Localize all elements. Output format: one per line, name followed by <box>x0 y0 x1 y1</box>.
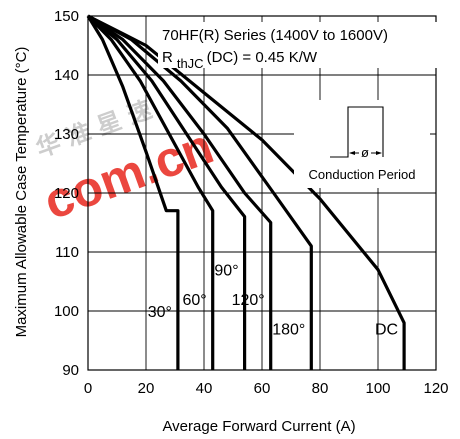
inset-bg <box>294 100 430 188</box>
series-label: 60° <box>182 292 206 309</box>
y-tick-label: 110 <box>55 244 79 261</box>
x-tick-label: 80 <box>312 380 329 397</box>
plot-frame <box>87 15 437 371</box>
y-tick-label: 120 <box>54 185 79 202</box>
x-tick-label: 20 <box>138 380 155 397</box>
x-tick-labels: 0 20 40 60 80 100 120 <box>84 380 449 397</box>
series-label: 30° <box>148 304 172 321</box>
x-axis-title: Average Forward Current (A) <box>162 418 355 435</box>
conduction-inset: ø Conduction Period <box>294 100 430 188</box>
series-lines <box>86 14 406 370</box>
rthjc-value: (DC) = 0.45 K/W <box>207 49 318 66</box>
rthjc-r: R <box>162 49 173 66</box>
x-tick-label: 60 <box>254 380 271 397</box>
series-line <box>86 14 215 370</box>
y-tick-label: 130 <box>54 126 79 143</box>
inset-symbol: ø <box>361 145 369 160</box>
watermark: 华 准 星 速 com.cn <box>32 95 220 230</box>
x-tick-label: 120 <box>423 380 448 397</box>
x-tick-label: 0 <box>84 380 92 397</box>
series-line <box>87 14 406 370</box>
y-tick-label: 150 <box>54 8 79 25</box>
y-axis-title: Maximum Allowable Case Temperature (°C) <box>13 47 30 338</box>
x-tick-label: 40 <box>196 380 213 397</box>
series-line <box>87 14 273 370</box>
series-label: 90° <box>214 263 238 280</box>
series-line <box>86 14 247 370</box>
series-title: 70HF(R) Series (1400V to 1600V) <box>162 27 388 44</box>
rthjc-sub: thJC <box>177 56 204 71</box>
inset-label: Conduction Period <box>309 167 416 182</box>
series-labels: 30° 60° 90° 120° 180° DC <box>148 263 398 339</box>
inset-arrow-left <box>349 151 355 155</box>
inset-pulse <box>330 106 384 158</box>
x-tick-label: 100 <box>365 380 390 397</box>
y-tick-label: 140 <box>54 67 79 84</box>
y-tick-label: 90 <box>62 362 79 379</box>
series-label: 120° <box>232 292 265 309</box>
inset-arrow-right <box>376 151 382 155</box>
y-tick-label: 100 <box>54 303 79 320</box>
series-label: DC <box>375 322 398 339</box>
y-tick-labels: 90 100 110 120 130 140 150 <box>54 8 79 379</box>
inset-symbol-bg <box>359 145 371 159</box>
annotation-bg <box>158 22 438 68</box>
series-line <box>86 15 180 370</box>
series-label: 180° <box>272 322 305 339</box>
